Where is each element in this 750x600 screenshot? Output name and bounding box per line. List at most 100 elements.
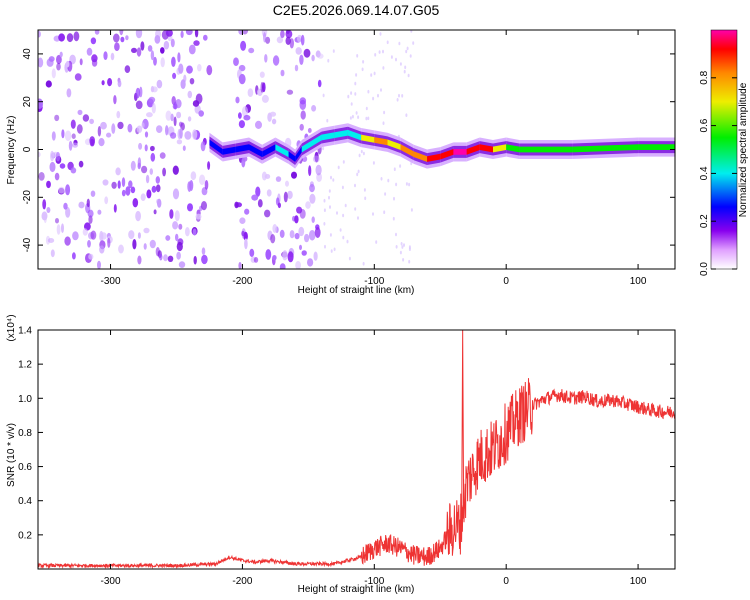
spectrogram-faint-dot	[336, 211, 338, 215]
spectrogram-faint-dot	[367, 89, 370, 94]
spectrogram-faint-dot	[378, 50, 381, 54]
spectrogram-noise-blob	[169, 209, 174, 219]
spectrogram-noise-blob	[159, 253, 163, 261]
spectrogram-noise-blob	[58, 33, 65, 42]
spectrogram-noise-blob	[66, 88, 72, 98]
snr-y-tick-label: 1.0	[18, 394, 32, 405]
spectrogram-noise-blob	[272, 255, 277, 261]
spectrogram-noise-blob	[285, 30, 290, 34]
spectrogram-noise-blob	[135, 30, 143, 39]
spectrogram-noise-blob	[128, 230, 135, 240]
spectrogram-noise-blob	[295, 261, 301, 269]
spectrogram-noise-blob	[127, 123, 133, 133]
spectrogram-noise-blob	[173, 116, 177, 127]
spectrogram-x-tick-label: 100	[630, 276, 647, 287]
spectrogram-faint-dot	[374, 53, 377, 57]
spectrogram-noise-blob	[172, 165, 179, 175]
spectrogram-noise-blob	[117, 121, 124, 130]
spectrogram-noise-blob	[89, 118, 94, 125]
spectrogram-noise-blob	[264, 54, 268, 63]
spectrogram-noise-blob	[43, 214, 47, 224]
spectrogram-noise-blob	[102, 179, 109, 186]
spectrogram-faint-dot	[392, 216, 395, 221]
spectrogram-faint-dot	[350, 102, 353, 106]
spectrogram-noise-blob	[311, 216, 315, 223]
spectrogram-faint-dot	[387, 178, 390, 183]
spectrogram-noise-blob	[287, 190, 293, 200]
spectrogram-faint-dot	[323, 208, 326, 212]
spectrogram-noise-blob	[51, 68, 56, 79]
spectrogram-noise-blob	[113, 95, 117, 105]
colorbar-tick-label: 0.8	[699, 70, 710, 84]
spectrogram-noise-blob	[78, 160, 84, 168]
spectrogram-noise-blob	[174, 210, 180, 222]
spectrogram-faint-dot	[408, 259, 411, 264]
spectrogram-noise-blob	[115, 167, 121, 176]
spectrogram-noise-blob	[204, 180, 209, 190]
spectrogram-faint-dot	[408, 245, 411, 249]
spectrogram-noise-blob	[172, 188, 180, 200]
spectrogram-trace-segment	[427, 153, 441, 162]
spectrogram-noise-blob	[155, 176, 160, 184]
spectrogram-faint-dot	[355, 111, 358, 115]
spectrogram-trace-segment	[334, 129, 348, 139]
spectrogram-faint-dot	[401, 94, 404, 98]
spectrogram-noise-blob	[170, 132, 177, 139]
spectrogram-noise-blob	[103, 51, 108, 60]
spectrogram-faint-dot	[327, 58, 330, 63]
spectrogram-y-ticks: -40 -20 0 20 40	[22, 48, 675, 252]
spectrogram-noise-blob	[110, 52, 115, 61]
spectrogram-faint-dot	[358, 153, 361, 158]
spectrogram-noise-blob	[121, 177, 126, 188]
spectrogram-faint-dot	[362, 151, 365, 156]
spectrogram-noise-blob	[201, 201, 207, 211]
spectrogram-noise-blob	[143, 227, 150, 234]
snr-frame	[37, 329, 676, 570]
spectrogram-noise-blob	[98, 138, 105, 147]
spectrogram-faint-dot	[328, 195, 330, 200]
spectrogram-noise-blob	[156, 79, 163, 89]
spectrogram-noise-blob	[38, 172, 45, 181]
spectrogram-trace-segment	[479, 144, 493, 153]
spectrogram-noise-blob	[65, 207, 71, 218]
spectrogram-noise-blob	[311, 54, 315, 62]
spectrogram-faint-dot	[323, 198, 326, 203]
spectrogram-trace-segment	[209, 139, 223, 155]
spectrogram-noise-blob	[188, 44, 196, 55]
spectrogram-faint-dot	[383, 110, 386, 115]
spectrogram-noise-blob	[150, 145, 155, 152]
spectrogram-noise-blob	[100, 121, 107, 130]
spectrogram-noise-blob	[289, 230, 295, 239]
spectrogram-noise-blob	[185, 227, 190, 237]
spectrogram-noise-blob	[201, 254, 208, 265]
spectrogram-faint-dot	[351, 114, 354, 119]
spectrogram-noise-blob	[42, 199, 47, 210]
spectrogram-noise-blob	[177, 128, 182, 140]
spectrogram-trace-segment	[295, 146, 302, 162]
spectrogram-faint-dot	[332, 49, 335, 53]
spectrogram-noise-blob	[136, 47, 142, 57]
spectrogram-noise-blob	[170, 38, 175, 48]
spectrogram-faint-dot	[377, 93, 379, 98]
spectrogram-noise-blob	[272, 55, 280, 66]
spectrogram-noise-blob	[178, 63, 184, 74]
spectrogram-trace-segment	[321, 132, 335, 141]
spectrogram-noise-blob	[265, 36, 271, 44]
spectrogram-noise-blob	[264, 174, 271, 179]
spectrogram-trace-segment	[572, 144, 639, 153]
spectrogram-noise-blob	[177, 52, 181, 63]
spectrogram-noise-blob	[70, 119, 76, 129]
spectrogram-noise-blob	[141, 122, 145, 129]
spectrogram-faint-dot	[342, 235, 345, 240]
spectrogram-noise-blob	[117, 80, 122, 88]
spectrogram-x-label: Height of straight line (km)	[298, 285, 415, 296]
spectrogram-noise-blob	[261, 94, 269, 103]
spectrogram-noise-blob	[155, 184, 161, 193]
snr-y-tick-label: 0.8	[18, 428, 32, 439]
spectrogram-faint-dot	[329, 205, 331, 209]
colorbar-gradient	[710, 29, 738, 270]
spectrogram-noise-blob	[282, 250, 288, 261]
spectrogram-noise-blob	[72, 252, 76, 260]
spectrogram-noise-blob	[137, 255, 142, 265]
spectrogram-noise-blob	[65, 184, 71, 196]
